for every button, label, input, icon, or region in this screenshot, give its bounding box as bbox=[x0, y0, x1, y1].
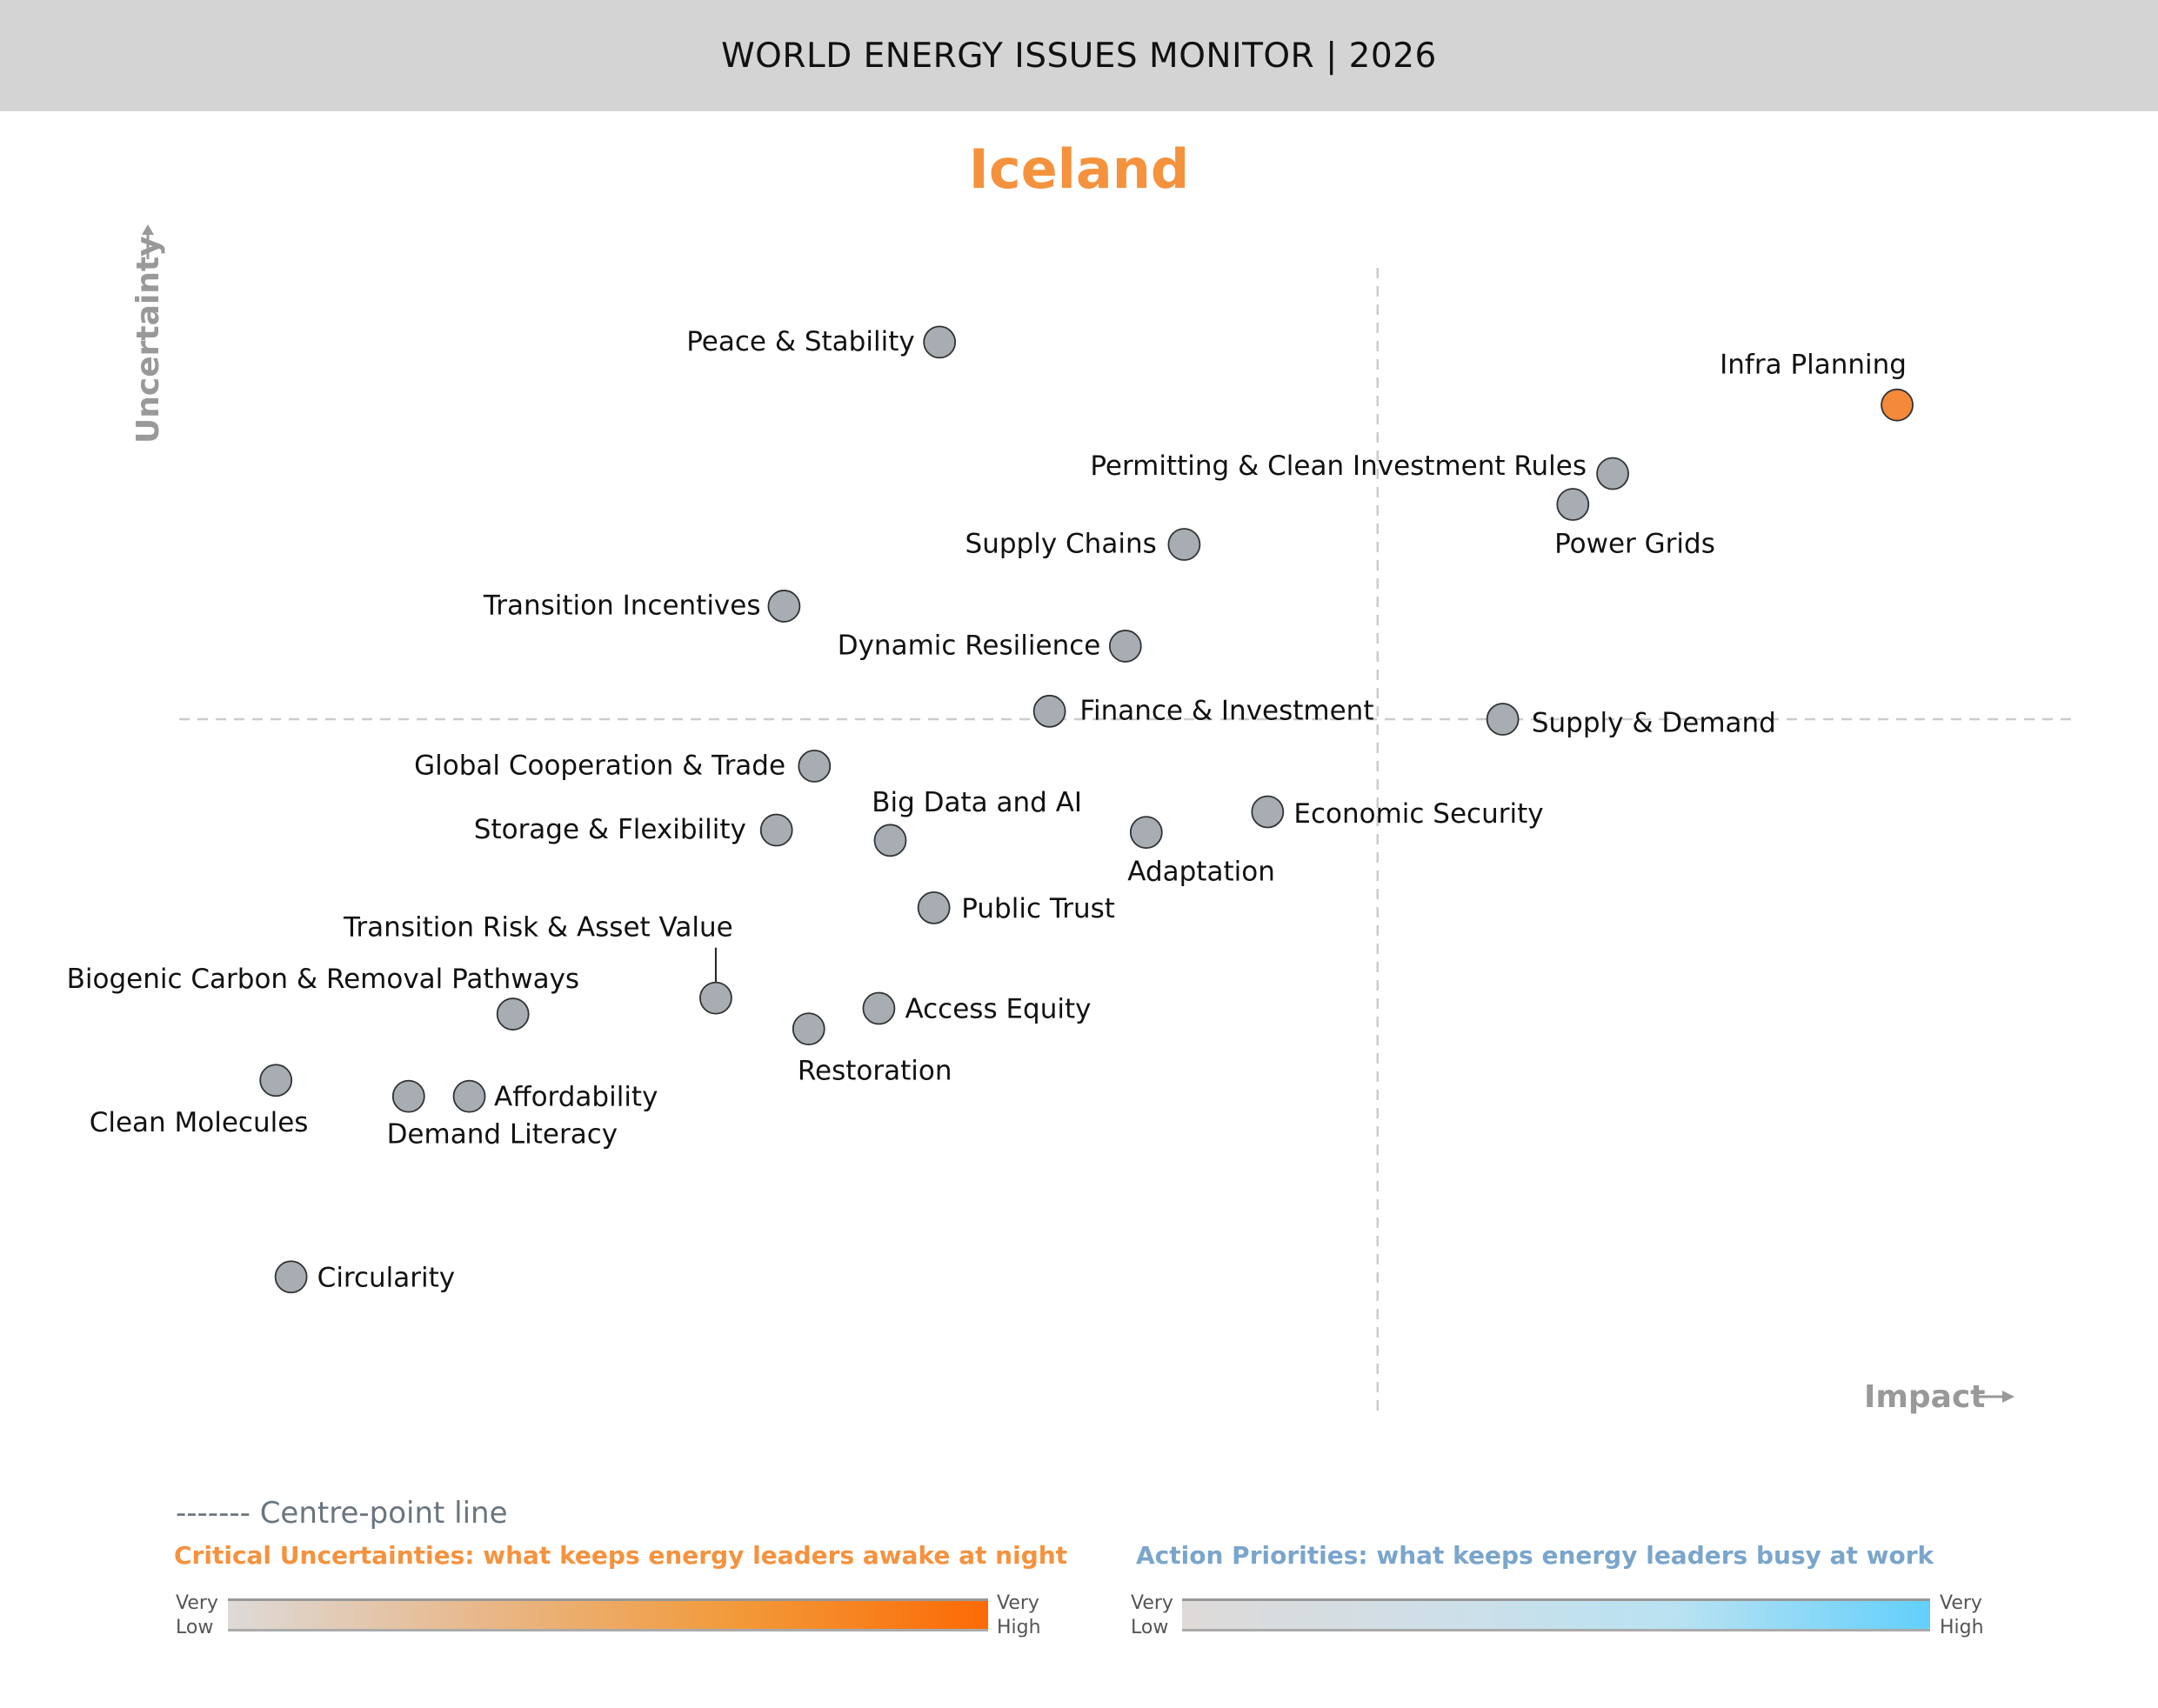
point-storage-flexibility bbox=[759, 813, 793, 847]
point-permitting-clean-investment-rules bbox=[1596, 457, 1629, 490]
label-supply-demand: Supply & Demand bbox=[1532, 707, 1776, 738]
x-axis-title: Impact bbox=[1864, 1379, 1986, 1415]
point-demand-literacy bbox=[391, 1079, 425, 1113]
very-text: Very bbox=[997, 1592, 1039, 1614]
high-text: High bbox=[997, 1617, 1041, 1638]
y-axis-arrowhead-icon bbox=[142, 224, 154, 235]
critical-uncertainties-title: Critical Uncertainties: what keeps energ… bbox=[174, 1541, 1068, 1570]
low-text: Low bbox=[1131, 1617, 1169, 1638]
label-dynamic-resilience: Dynamic Resilience bbox=[838, 630, 1101, 661]
critical-low-label: Very Low bbox=[176, 1591, 218, 1640]
point-finance-investment bbox=[1032, 694, 1066, 728]
action-high-label: Very High bbox=[1940, 1591, 1984, 1640]
point-transition-incentives bbox=[767, 590, 801, 623]
label-power-grids: Power Grids bbox=[1554, 528, 1715, 559]
label-access-equity: Access Equity bbox=[905, 994, 1091, 1025]
point-supply-chains bbox=[1167, 528, 1201, 561]
point-transition-risk-asset-value bbox=[699, 981, 732, 1015]
point-circularity bbox=[274, 1260, 308, 1294]
label-transition-risk-asset-value: Transition Risk & Asset Value bbox=[343, 911, 733, 943]
point-big-data-and-ai bbox=[873, 824, 907, 857]
report-title: WORLD ENERGY ISSUES MONITOR | 2026 bbox=[721, 36, 1437, 76]
point-dynamic-resilience bbox=[1108, 630, 1142, 663]
action-priorities-title: Action Priorities: what keeps energy lea… bbox=[1136, 1541, 1934, 1570]
y-axis-label: Uncertainty bbox=[130, 224, 166, 444]
action-low-label: Very Low bbox=[1131, 1591, 1173, 1640]
action-priority-gradient-bar bbox=[1182, 1598, 1930, 1631]
point-adaptation bbox=[1129, 816, 1163, 850]
label-transition-incentives: Transition Incentives bbox=[483, 590, 761, 621]
label-global-cooperation-trade: Global Cooperation & Trade bbox=[414, 750, 785, 781]
label-storage-flexibility: Storage & Flexibility bbox=[474, 814, 746, 845]
point-public-trust bbox=[917, 891, 951, 924]
label-biogenic-carbon-removal-pathways: Biogenic Carbon & Removal Pathways bbox=[67, 964, 579, 995]
point-restoration bbox=[792, 1012, 825, 1046]
label-public-trust: Public Trust bbox=[961, 893, 1115, 924]
label-finance-investment: Finance & Investment bbox=[1079, 695, 1373, 726]
label-adaptation: Adaptation bbox=[1127, 856, 1275, 887]
point-economic-security bbox=[1251, 795, 1285, 829]
critical-uncertainty-gradient-bar bbox=[228, 1598, 988, 1631]
point-infra-planning bbox=[1881, 388, 1914, 422]
critical-high-label: Very High bbox=[997, 1591, 1041, 1640]
label-supply-chains: Supply Chains bbox=[965, 528, 1157, 559]
point-access-equity bbox=[862, 991, 896, 1025]
chart-title: Iceland bbox=[968, 137, 1190, 201]
point-global-cooperation-trade bbox=[798, 750, 832, 783]
x-axis-arrowhead-icon bbox=[2002, 1391, 2014, 1403]
label-circularity: Circularity bbox=[317, 1262, 455, 1293]
label-demand-literacy: Demand Literacy bbox=[387, 1118, 618, 1150]
point-supply-demand bbox=[1486, 703, 1520, 736]
label-big-data-and-ai: Big Data and AI bbox=[872, 787, 1082, 818]
label-permitting-clean-investment-rules: Permitting & Clean Investment Rules bbox=[1090, 450, 1587, 482]
x-axis-label: Impact bbox=[1864, 1379, 2014, 1415]
point-biogenic-carbon-removal-pathways bbox=[496, 997, 530, 1031]
header-bar: WORLD ENERGY ISSUES MONITOR | 2026 bbox=[0, 0, 2158, 111]
high-text: High bbox=[1940, 1617, 1984, 1638]
point-peace-stability bbox=[923, 325, 957, 359]
very-text: Very bbox=[176, 1592, 218, 1614]
low-text: Low bbox=[176, 1617, 214, 1638]
very-text: Very bbox=[1131, 1592, 1173, 1614]
label-infra-planning: Infra Planning bbox=[1720, 349, 1907, 380]
label-economic-security: Economic Security bbox=[1293, 798, 1543, 830]
point-affordability bbox=[452, 1079, 486, 1113]
point-clean-molecules bbox=[259, 1064, 293, 1098]
y-axis-title: Uncertainty bbox=[130, 236, 166, 444]
label-clean-molecules: Clean Molecules bbox=[90, 1107, 309, 1138]
label-affordability: Affordability bbox=[494, 1082, 658, 1113]
label-peace-stability: Peace & Stability bbox=[686, 326, 915, 357]
very-text: Very bbox=[1940, 1592, 1982, 1614]
label-restoration: Restoration bbox=[798, 1056, 952, 1087]
centre-line-legend: ------- Centre-point line bbox=[176, 1496, 508, 1531]
point-power-grids bbox=[1556, 488, 1590, 521]
